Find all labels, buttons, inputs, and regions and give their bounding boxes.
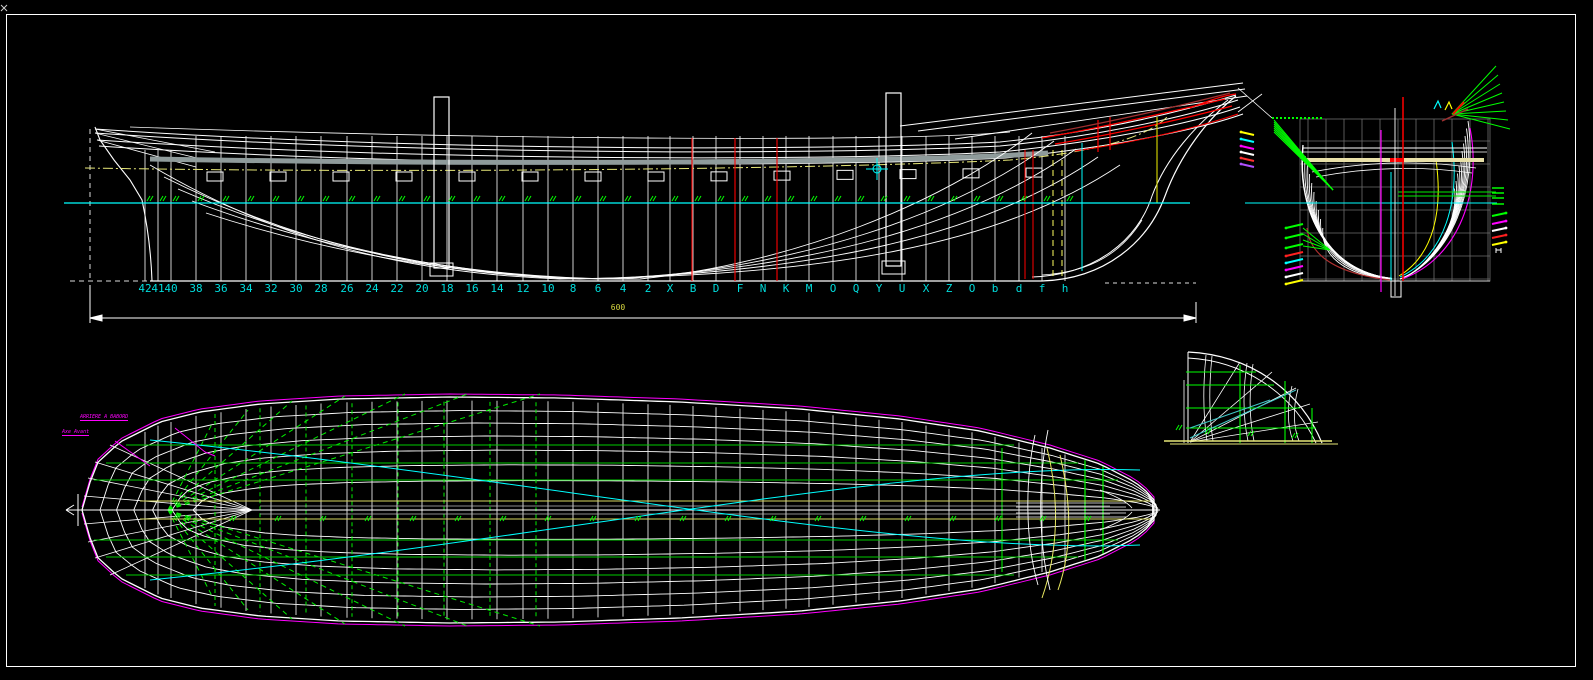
station-label: 14: [490, 282, 504, 295]
sheer-plan-view: [64, 82, 1273, 284]
drawing-border: [6, 14, 1576, 667]
half-breadth-plan-view: [65, 392, 1160, 628]
station-label: d: [1015, 282, 1023, 295]
station-label: 24: [365, 282, 379, 295]
station-label: 20: [415, 282, 429, 295]
station-label: K: [782, 282, 790, 295]
station-label: 28: [314, 282, 328, 295]
station-label: b: [991, 282, 999, 295]
station-label: U: [898, 282, 906, 295]
station-label: B: [689, 282, 697, 295]
dimension-line: [89, 285, 1197, 323]
station-label: Y: [875, 282, 883, 295]
station-label: 2: [644, 282, 652, 295]
station-label: 18: [440, 282, 454, 295]
station-label: Q: [852, 282, 860, 295]
station-label: M: [805, 282, 813, 295]
station-label: 32: [264, 282, 278, 295]
station-label: 8: [569, 282, 577, 295]
stern-annotation-label: ARRIERE A BABORD: [80, 414, 129, 421]
station-label: 34: [239, 282, 253, 295]
station-label: 10: [541, 282, 555, 295]
station-label: O: [829, 282, 837, 295]
station-label: 26: [340, 282, 354, 295]
body-plan-view: [1239, 65, 1511, 298]
station-label: 6: [594, 282, 602, 295]
station-label: D: [712, 282, 720, 295]
station-label: 41: [151, 282, 165, 295]
station-label: Z: [945, 282, 953, 295]
station-label: 40: [164, 282, 178, 295]
station-label: 16: [465, 282, 479, 295]
station-label: 22: [390, 282, 404, 295]
station-label: N: [759, 282, 767, 295]
station-label: 42: [138, 282, 152, 295]
station-label: X: [922, 282, 930, 295]
dimension-text: 600: [610, 303, 626, 312]
bow-cant-frame-detail: [1164, 351, 1338, 445]
station-label: f: [1038, 282, 1046, 295]
station-label: O: [968, 282, 976, 295]
station-label: F: [736, 282, 744, 295]
station-label: X: [666, 282, 674, 295]
station-label: h: [1061, 282, 1069, 295]
station-label: 30: [289, 282, 303, 295]
station-label: 12: [516, 282, 530, 295]
stern-annotation-label: Axe Avant: [62, 429, 90, 436]
corner-mark: [0, 4, 8, 12]
station-label: 38: [189, 282, 203, 295]
station-label: 36: [214, 282, 228, 295]
station-label: 4: [619, 282, 627, 295]
